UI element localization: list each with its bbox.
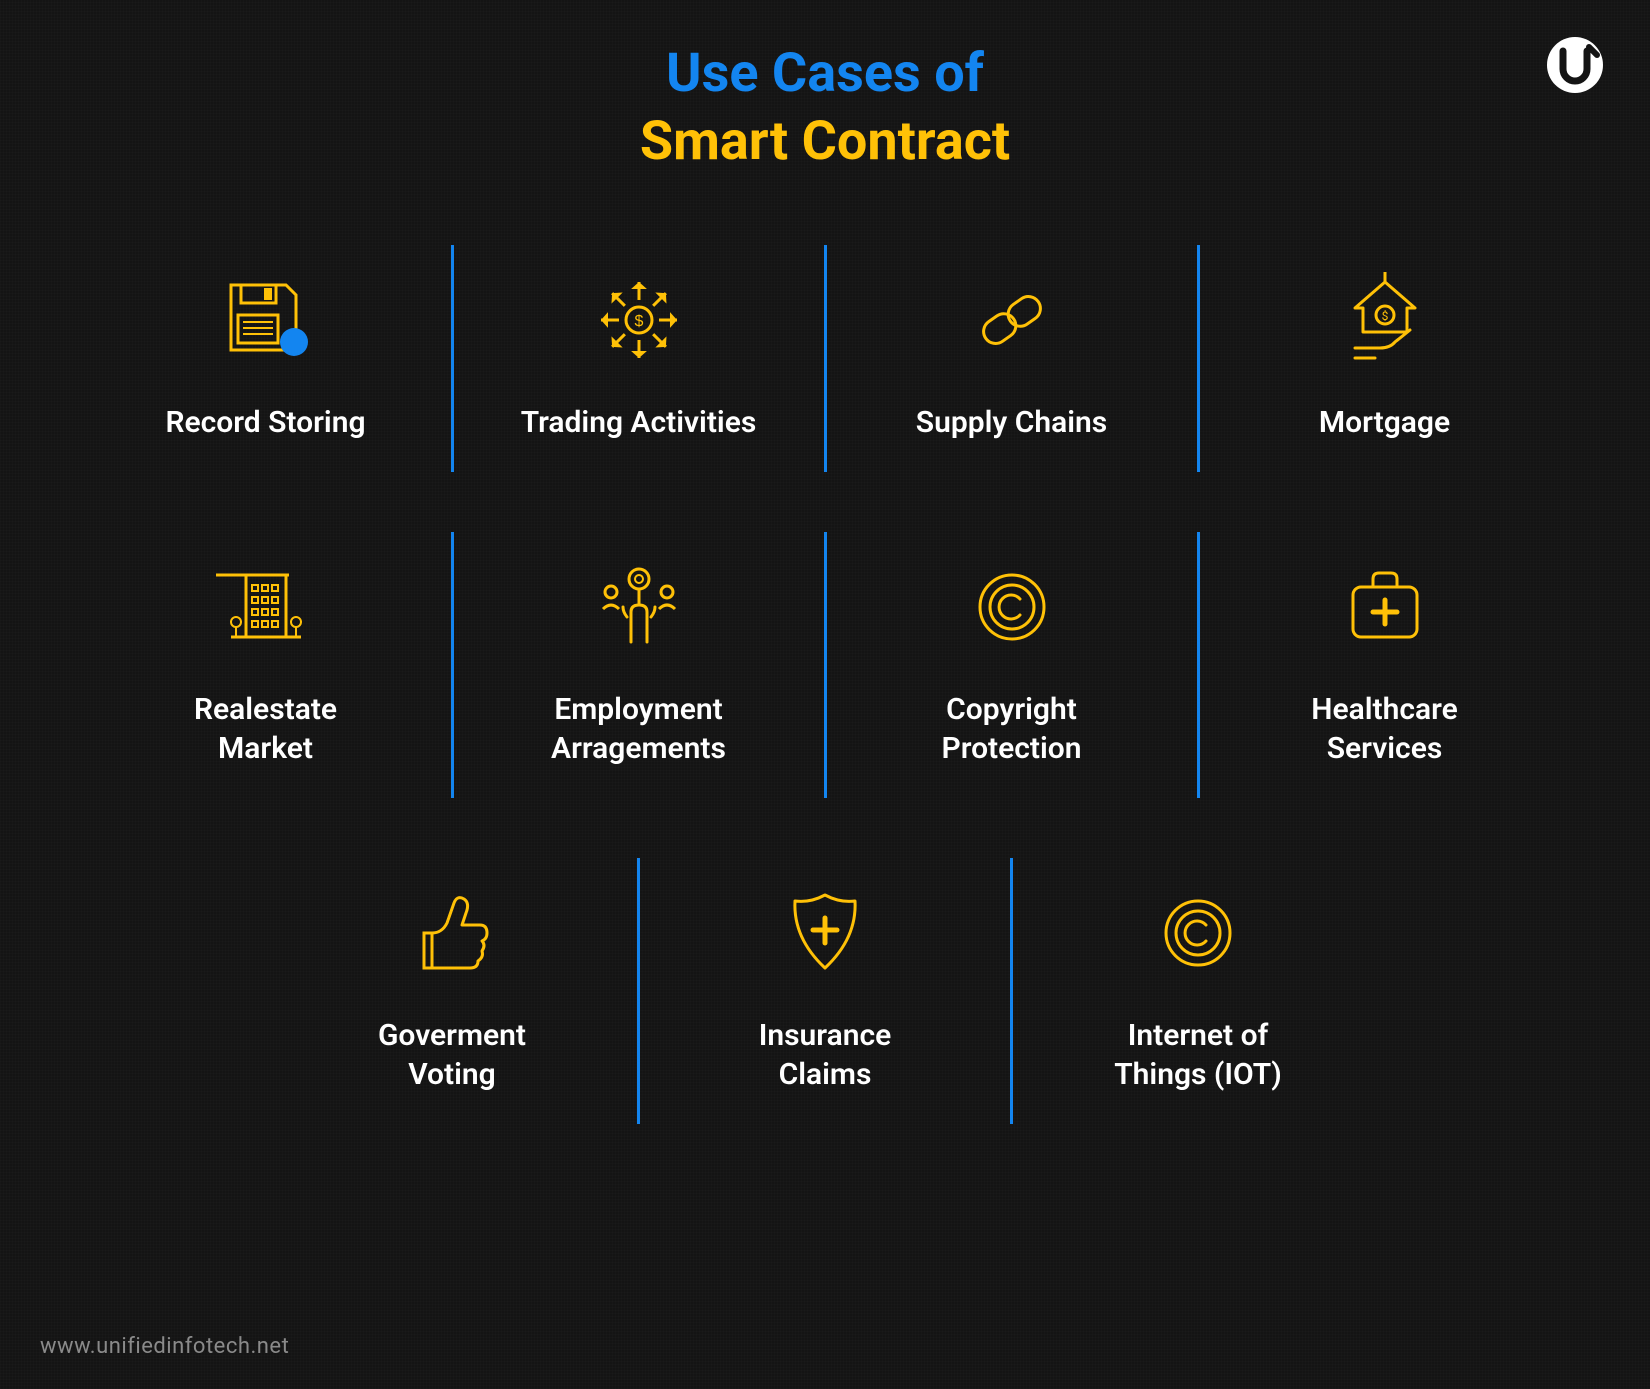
use-case-label: Internet of Things (IOT) [1114, 1016, 1282, 1094]
use-case-cell: Realestate Market [81, 532, 451, 798]
title-line-2: Smart Contract [0, 108, 1650, 176]
use-case-label: Healthcare Services [1311, 690, 1458, 768]
copyright-icon [957, 552, 1067, 662]
use-case-cell: Record Storing [81, 245, 451, 472]
use-case-cell: Employment Arragements [454, 532, 824, 798]
hand-people-icon [584, 552, 694, 662]
page-title: Use Cases of Smart Contract [0, 0, 1650, 175]
use-case-label: Employment Arragements [551, 690, 726, 768]
use-case-label: Insurance Claims [759, 1016, 892, 1094]
use-case-label: Record Storing [165, 403, 365, 442]
footer-url: www.unifiedinfotech.net [40, 1334, 289, 1359]
house-hand-icon: $ [1330, 265, 1440, 375]
building-icon [211, 552, 321, 662]
use-case-label: Mortgage [1319, 403, 1450, 442]
use-case-label: Copyright Protection [941, 690, 1081, 768]
svg-text:$: $ [634, 313, 643, 330]
use-case-label: Supply Chains [916, 403, 1107, 442]
svg-text:$: $ [1381, 309, 1388, 323]
use-case-label: Trading Activities [521, 403, 757, 442]
copyright-icon [1143, 878, 1253, 988]
grid-row: Goverment Voting Insurance Claims Intern… [80, 858, 1570, 1124]
use-case-cell: Supply Chains [827, 245, 1197, 472]
use-case-cell: Healthcare Services [1200, 532, 1570, 798]
use-case-cell: Copyright Protection [827, 532, 1197, 798]
use-case-label: Goverment Voting [378, 1016, 526, 1094]
brand-logo [1545, 35, 1605, 95]
title-line-1: Use Cases of [0, 40, 1650, 108]
use-case-cell: $ Mortgage [1200, 245, 1570, 472]
use-case-cell: Insurance Claims [640, 858, 1010, 1124]
use-case-cell: Internet of Things (IOT) [1013, 858, 1383, 1124]
use-case-cell: $ Trading Activities [454, 245, 824, 472]
grid-row: Realestate Market Employment Arragements… [80, 532, 1570, 798]
use-case-cell: Goverment Voting [267, 858, 637, 1124]
use-case-grid: Record Storing $ Tradin [0, 245, 1650, 1124]
use-case-label: Realestate Market [194, 690, 337, 768]
floppy-disk-icon [211, 265, 321, 375]
shield-plus-icon [770, 878, 880, 988]
arrows-dollar-icon: $ [584, 265, 694, 375]
thumbs-up-icon [397, 878, 507, 988]
chain-link-icon [957, 265, 1067, 375]
medical-kit-icon [1330, 552, 1440, 662]
grid-row: Record Storing $ Tradin [80, 245, 1570, 472]
